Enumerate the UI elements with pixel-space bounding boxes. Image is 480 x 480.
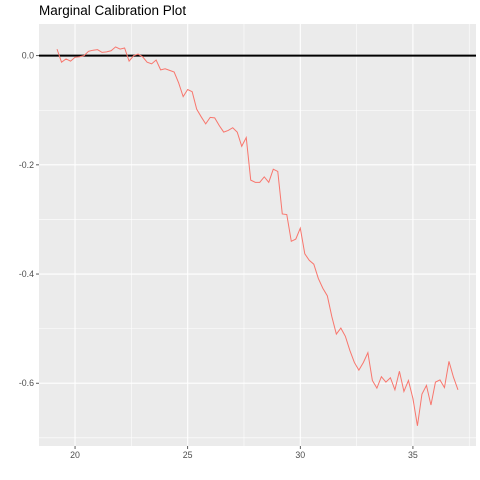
x-tick-label: 20 — [70, 450, 80, 460]
x-axis: 20 25 30 35 — [70, 446, 418, 460]
calibration-series-line — [56, 46, 459, 426]
y-tick-label: -0.4 — [19, 269, 34, 279]
minor-grid — [39, 24, 476, 446]
x-tick-label: 35 — [408, 450, 418, 460]
x-tick-label: 25 — [183, 450, 193, 460]
x-tick-label: 30 — [295, 450, 305, 460]
y-tick-label: -0.6 — [19, 378, 34, 388]
plot-panel — [39, 24, 476, 446]
y-tick-label: -0.2 — [19, 160, 34, 170]
major-grid — [39, 24, 476, 446]
y-tick-label: 0.0 — [22, 51, 34, 61]
y-axis: 0.0 -0.2 -0.4 -0.6 — [19, 51, 39, 388]
chart-title: Marginal Calibration Plot — [39, 3, 186, 18]
